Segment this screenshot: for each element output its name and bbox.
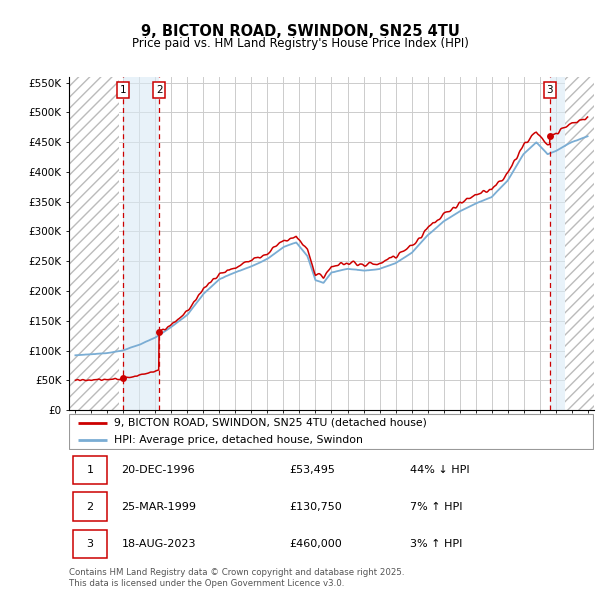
- Text: 20-DEC-1996: 20-DEC-1996: [121, 465, 195, 475]
- Text: 2: 2: [156, 85, 163, 95]
- Text: 1: 1: [119, 85, 126, 95]
- Text: 3% ↑ HPI: 3% ↑ HPI: [410, 539, 463, 549]
- Text: 3: 3: [86, 539, 94, 549]
- Text: 3: 3: [547, 85, 553, 95]
- Text: £130,750: £130,750: [290, 502, 342, 512]
- Bar: [123, 77, 159, 410]
- Text: 7% ↑ HPI: 7% ↑ HPI: [410, 502, 463, 512]
- Text: HPI: Average price, detached house, Swindon: HPI: Average price, detached house, Swin…: [113, 435, 362, 445]
- Text: 1: 1: [86, 465, 94, 475]
- Bar: [565, 77, 594, 410]
- FancyBboxPatch shape: [73, 456, 107, 484]
- Text: Contains HM Land Registry data © Crown copyright and database right 2025.
This d: Contains HM Land Registry data © Crown c…: [69, 568, 404, 588]
- Text: 9, BICTON ROAD, SWINDON, SN25 4TU (detached house): 9, BICTON ROAD, SWINDON, SN25 4TU (detac…: [113, 418, 427, 428]
- Text: £460,000: £460,000: [290, 539, 342, 549]
- Text: 25-MAR-1999: 25-MAR-1999: [121, 502, 197, 512]
- Text: £53,495: £53,495: [290, 465, 335, 475]
- Bar: [69, 77, 119, 410]
- FancyBboxPatch shape: [73, 493, 107, 520]
- Text: 2: 2: [86, 502, 94, 512]
- FancyBboxPatch shape: [69, 414, 593, 449]
- FancyBboxPatch shape: [73, 530, 107, 558]
- Text: 18-AUG-2023: 18-AUG-2023: [121, 539, 196, 549]
- Bar: [550, 77, 565, 410]
- Text: Price paid vs. HM Land Registry's House Price Index (HPI): Price paid vs. HM Land Registry's House …: [131, 37, 469, 50]
- Text: 44% ↓ HPI: 44% ↓ HPI: [410, 465, 470, 475]
- Text: 9, BICTON ROAD, SWINDON, SN25 4TU: 9, BICTON ROAD, SWINDON, SN25 4TU: [140, 24, 460, 38]
